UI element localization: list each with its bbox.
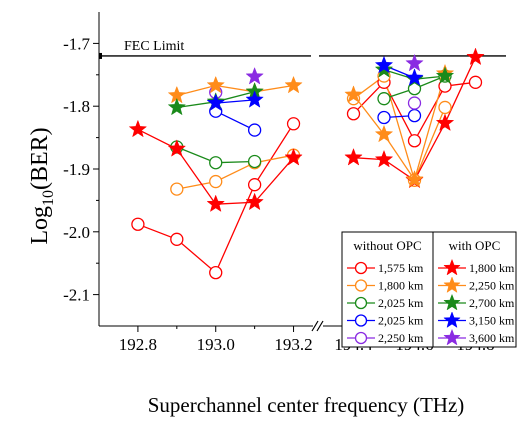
data-point-star [206,194,225,212]
series-line [353,75,446,183]
legend-entry-label: 2,250 km [469,279,515,293]
legend-swatch-circle [354,314,368,327]
data-point-circle [170,232,184,246]
data-point-star [344,85,363,103]
data-point-star [405,68,424,86]
data-point-circle [377,110,391,125]
y-axis-title-sub: 10 [40,190,57,206]
legend-swatch-circle [354,261,368,275]
axis-break-mark [316,320,324,332]
data-point-circle [247,123,262,137]
data-point-circle [286,117,301,131]
legend-entry-label: 2,700 km [469,296,515,310]
data-point-star [206,93,225,111]
data-point-star [374,149,394,168]
legend-swatch-star [443,293,461,311]
legend-swatch-circle [354,279,368,292]
y-axis-title-base: Log [27,206,53,245]
series-line [176,84,294,97]
legend-swatch-star [443,311,461,328]
legend-swatch-star [443,276,461,293]
x-tick-label: 193.2 [274,335,312,354]
legend-entry-label: 2,025 km [378,314,424,328]
axis-break-mark [311,320,319,332]
legend-entry-label: 1,800 km [469,261,515,275]
data-point-star [435,113,455,131]
y-axis-title-arg: (BER) [27,127,53,190]
legend-swatch-circle [354,296,368,310]
legend: without OPC 1,575 km 1,800 km 2,025 km 2,025… [341,231,517,348]
data-point-circle [438,100,452,115]
data-point-circle [247,178,262,192]
data-point-circle [209,174,223,189]
fec-limit-marker [99,52,102,59]
y-tick-label: -1.8 [63,97,90,116]
legend-entry-label: 3,150 km [469,314,515,328]
fec-limit: FEC Limit [99,39,506,59]
data-point-circle [407,108,422,123]
data-point-star [284,147,303,166]
data-point-circle [131,217,145,231]
data-point-star [284,75,303,94]
x-tick-label: 193.0 [197,335,235,354]
legend-entry-label: 2,250 km [378,331,424,345]
series-line [215,110,255,131]
data-point-star [374,55,394,74]
fec-limit-label: FEC Limit [124,39,184,54]
series-line [215,99,255,104]
legend-entry-label: 1,800 km [378,279,424,293]
legend-swatch-star [443,258,461,276]
y-axis-title: Log10(BER) [27,127,57,244]
y-tick-label: -2.0 [63,223,90,242]
legend-swatch-circle [354,331,368,345]
data-point-star [374,124,394,143]
data-point-star [167,97,187,116]
y-tick-label: -1.7 [63,34,90,53]
data-point-star [435,66,455,84]
legend-box [341,231,517,348]
data-point-circle [377,92,391,106]
data-point-circle [407,96,422,110]
data-point-circle [209,265,223,280]
data-point-star [344,147,363,166]
legend-entry-label: 2,025 km [378,296,424,310]
data-point-star [466,47,485,66]
data-point-circle [209,156,223,170]
y-tick-label: -2.1 [63,286,90,305]
legend-entry-label: 1,575 km [378,261,424,275]
legend-swatch-star [443,328,461,346]
data-point-circle [407,134,422,148]
data-point-circle [170,182,184,196]
series-line [176,154,294,190]
data-point-star [206,75,225,94]
legend-group-header: without OPC [353,238,421,253]
data-point-star [128,119,148,138]
data-point-star [405,53,424,72]
legend-group-header: with OPC [449,238,501,253]
series-line [352,73,446,182]
x-axis-title: Superchannel center frequency (THz) [148,393,465,417]
data-point-circle [346,107,361,121]
data-point-circle [468,75,483,89]
data-point-star [405,169,424,188]
data-point-star [167,139,187,157]
data-point-star [245,90,264,108]
legend-entry-label: 3,600 km [469,331,515,345]
x-tick-label: 192.8 [119,335,157,354]
data-point-star [245,66,264,85]
y-tick-label: -1.9 [63,160,90,179]
data-point-star [245,192,264,211]
series-markers [128,47,485,280]
data-point-circle [247,154,262,169]
